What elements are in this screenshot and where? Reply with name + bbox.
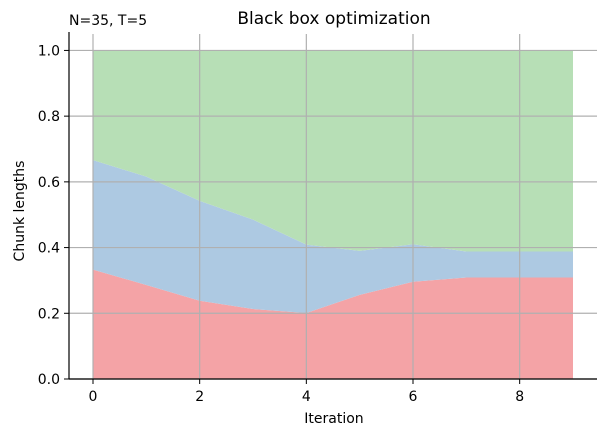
- y-tick-label: 0.0: [38, 372, 60, 388]
- x-tick-label: 4: [302, 389, 311, 405]
- area-series-1: [93, 269, 573, 379]
- area-series-2: [93, 160, 573, 313]
- chart-annotation: N=35, T=5: [69, 13, 147, 29]
- x-ticks: 0 2 4 6 8: [89, 379, 524, 405]
- grid-lines: [69, 34, 597, 380]
- x-axis-label: Iteration: [304, 411, 363, 427]
- y-tick-label: 0.6: [38, 175, 60, 191]
- y-axis-label: Chunk lengths: [12, 161, 28, 262]
- axes: [68, 32, 597, 380]
- area-series-3: [93, 50, 573, 252]
- y-tick-label: 0.8: [38, 109, 60, 125]
- x-tick-label: 2: [195, 389, 204, 405]
- stacked-areas: [93, 50, 573, 379]
- x-tick-label: 8: [515, 389, 524, 405]
- y-tick-label: 1.0: [38, 43, 60, 59]
- x-tick-label: 6: [409, 389, 418, 405]
- x-tick-label: 0: [89, 389, 98, 405]
- y-tick-label: 0.2: [38, 306, 60, 322]
- chart-title: Black box optimization: [237, 9, 430, 29]
- y-ticks: 0.0 0.2 0.4 0.6 0.8 1.0: [38, 43, 69, 388]
- y-tick-label: 0.4: [38, 241, 60, 257]
